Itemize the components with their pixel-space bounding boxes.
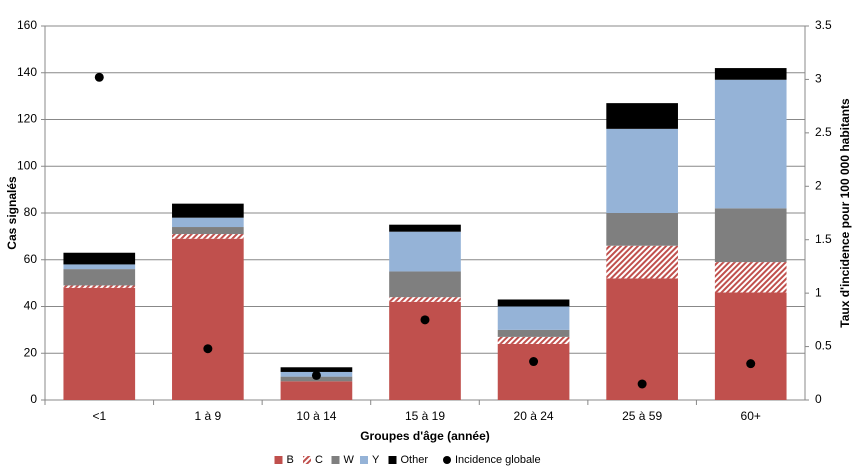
bar-segment	[606, 245, 678, 279]
bar-segment	[389, 231, 461, 272]
y-tick-label: 160	[17, 18, 37, 32]
legend-swatch	[274, 456, 283, 464]
scatter-point	[311, 370, 321, 380]
y2-axis-title: Taux d'incidence pour 100 000 habitants	[838, 98, 852, 328]
y-axis-title: Cas signalés	[5, 176, 19, 250]
bar-segment	[280, 367, 353, 372]
legend-label: Incidence globale	[455, 454, 541, 466]
y2-tick-label: 2	[815, 178, 822, 192]
y2-tick-label: 2.5	[815, 125, 832, 139]
legend-swatch	[303, 456, 311, 464]
bar-segment	[63, 264, 136, 270]
x-tick-label: 60+	[741, 409, 761, 423]
x-tick-label: 10 à 14	[296, 409, 336, 423]
scatter-point	[637, 379, 647, 389]
bar-segment	[172, 203, 244, 218]
legend-swatch	[360, 456, 368, 464]
bar-segment	[497, 299, 570, 307]
bar-segment	[389, 224, 461, 232]
y-tick-label: 100	[17, 158, 37, 172]
y-tick-label: 60	[24, 252, 38, 266]
bar-segment	[714, 79, 787, 209]
legend-label: Other	[401, 454, 429, 466]
y-tick-label: 40	[24, 299, 38, 313]
x-tick-label: <1	[92, 409, 106, 423]
bar-segment	[172, 238, 244, 400]
bar-segment	[280, 381, 353, 400]
bar-segment	[172, 227, 244, 235]
y-tick-label: 80	[24, 205, 38, 219]
y2-tick-label: 0.5	[815, 339, 832, 353]
bar-segment	[714, 262, 787, 293]
y-tick-label: 20	[24, 345, 38, 359]
legend-swatch	[331, 456, 340, 464]
bar-segment	[497, 336, 570, 344]
bar-segment	[63, 287, 136, 400]
legend-label: C	[315, 454, 323, 466]
y2-tick-label: 3	[815, 72, 822, 86]
scatter-point	[420, 315, 430, 325]
bar-segment	[606, 103, 678, 129]
bar-segment	[497, 343, 570, 400]
y-tick-label: 0	[30, 392, 37, 406]
x-tick-label: 1 à 9	[195, 409, 222, 423]
bar-segment	[172, 217, 244, 228]
bar-segment	[63, 285, 136, 288]
scatter-point	[529, 357, 539, 367]
legend-label: B	[287, 454, 294, 466]
scatter-point	[746, 359, 756, 369]
y-tick-label: 120	[17, 112, 37, 126]
x-axis-title: Groupes d'âge (année)	[360, 429, 490, 443]
bar-segment	[606, 213, 678, 246]
x-tick-label: 25 à 59	[622, 409, 662, 423]
legend-label: Y	[372, 454, 380, 466]
bar-segment	[497, 329, 570, 337]
y2-tick-label: 1	[815, 285, 822, 299]
legend-swatch	[388, 456, 397, 464]
bar-segment	[63, 269, 136, 286]
bar-segment	[497, 306, 570, 330]
y2-tick-label: 3.5	[815, 18, 832, 32]
bar-segment	[389, 297, 461, 302]
x-tick-label: 15 à 19	[405, 409, 445, 423]
bar-segment	[714, 208, 787, 263]
scatter-point	[94, 72, 104, 82]
bar-segment	[172, 234, 244, 239]
y2-tick-label: 0	[815, 392, 822, 406]
bar-segment	[389, 271, 461, 298]
legend-label: W	[344, 454, 355, 466]
bar-segment	[714, 292, 787, 400]
x-tick-label: 20 à 24	[514, 409, 554, 423]
bar-segment	[63, 252, 136, 265]
y-tick-label: 140	[17, 65, 37, 79]
bar-segment	[714, 68, 787, 80]
bar-segment	[606, 128, 678, 213]
scatter-point	[203, 344, 213, 354]
y2-tick-label: 1.5	[815, 232, 832, 246]
legend-marker	[443, 456, 451, 464]
